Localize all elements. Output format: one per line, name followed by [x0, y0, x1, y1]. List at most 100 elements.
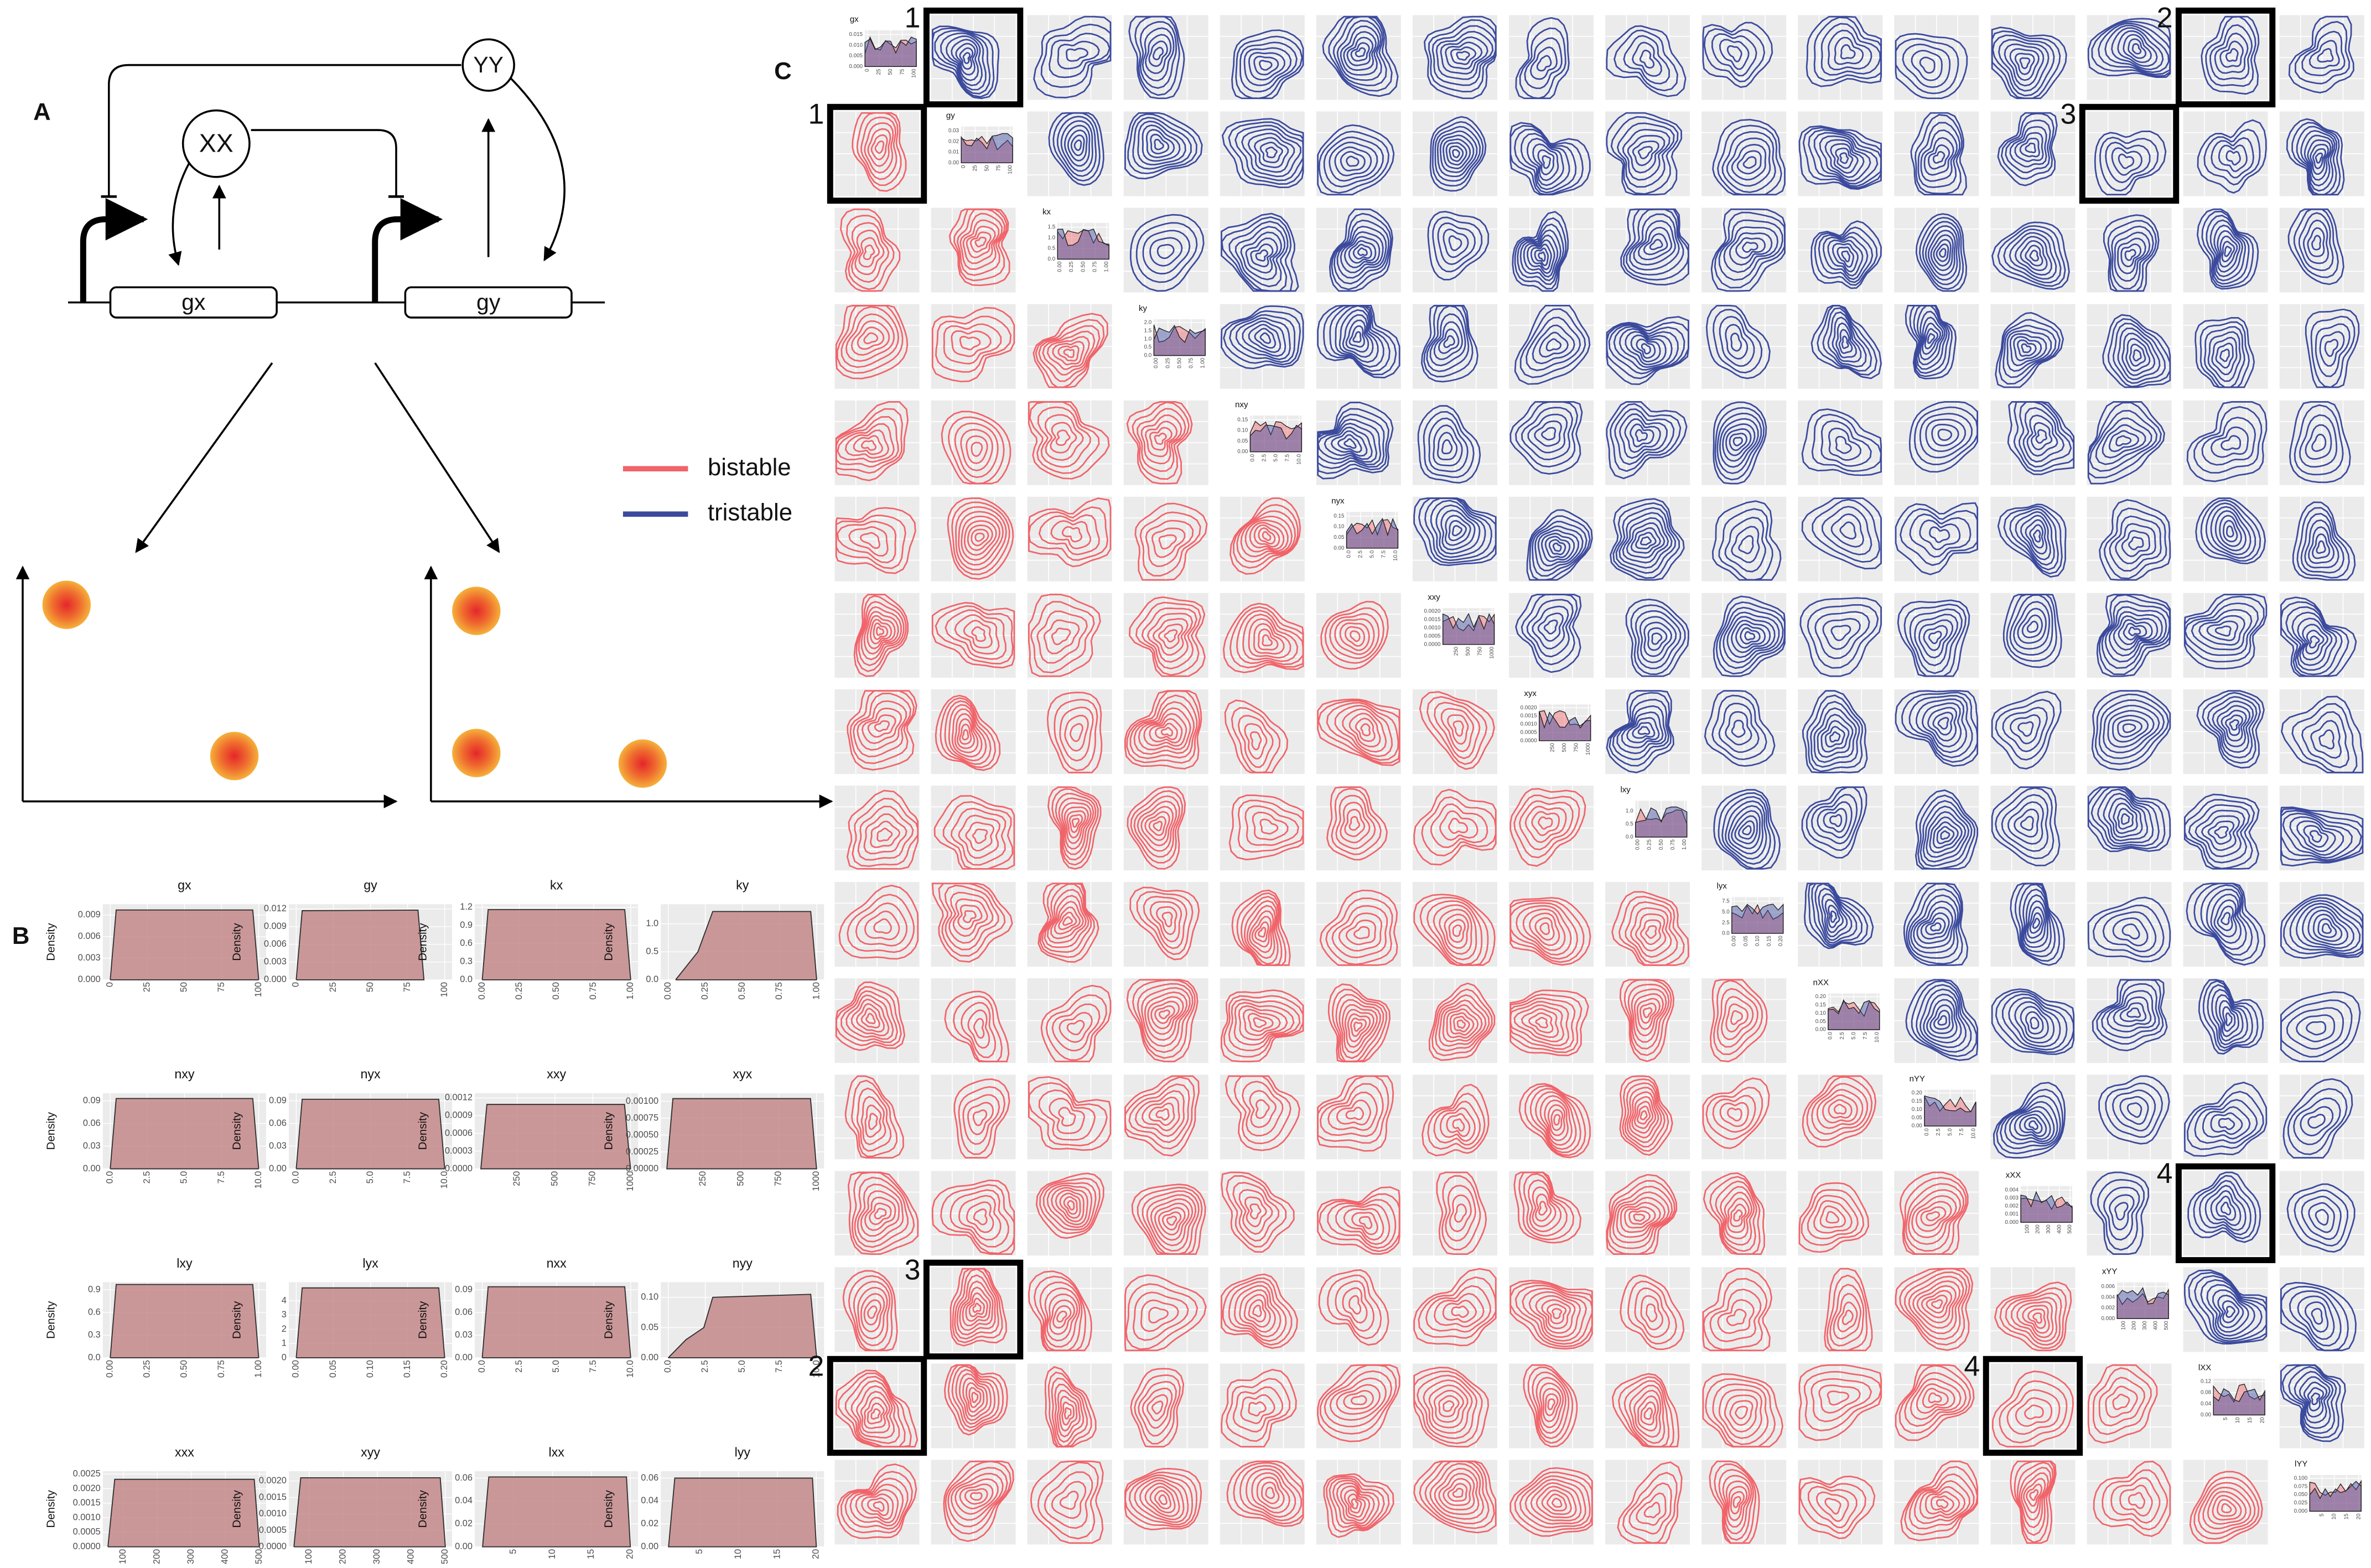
y-axis-label: Density: [417, 1112, 429, 1150]
contour: [1431, 25, 1497, 86]
contour: [1070, 134, 1085, 157]
contour: [854, 1176, 909, 1248]
x-tick-label: 10: [2331, 1513, 2337, 1519]
contour: [2120, 243, 2142, 268]
contour: [2091, 20, 2171, 77]
contour: [1137, 120, 1186, 165]
contour: [1134, 1374, 1181, 1445]
contour: [1615, 507, 1677, 574]
y-tick-label: 0.003: [2005, 1195, 2019, 1201]
y-tick-label: 0.0012: [445, 1093, 473, 1103]
contour: [1332, 15, 1387, 86]
contour: [1341, 1004, 1378, 1054]
contour: [863, 332, 879, 345]
contour: [1628, 1482, 1672, 1535]
contour: [956, 718, 976, 749]
y-tick-label: 0.0005: [1424, 633, 1441, 639]
contour: [1709, 1289, 1762, 1342]
x-tick-label: 0.00: [1057, 261, 1063, 272]
contour: [1802, 127, 1882, 189]
contour: [954, 1268, 999, 1340]
contour: [842, 1270, 898, 1352]
contour: [1347, 1013, 1371, 1042]
contour: [1142, 1388, 1173, 1429]
contour: [1719, 1102, 1749, 1127]
contour: [1067, 129, 1088, 162]
contour: [1712, 118, 1786, 196]
contour: [1639, 49, 1655, 69]
contour: [962, 52, 971, 64]
contour: [856, 1087, 892, 1152]
contour: [1901, 692, 1979, 763]
contour: [2029, 1489, 2039, 1501]
contour: [1521, 407, 1574, 460]
contour: [1238, 1005, 1288, 1041]
contour: [1049, 1098, 1086, 1134]
y-axis-label: Density: [230, 1301, 243, 1339]
y-tick-label: 0.06: [269, 1118, 287, 1128]
contour: [1248, 1299, 1267, 1323]
contour: [1918, 619, 1953, 659]
contour: [2207, 821, 2235, 845]
contour: [2280, 806, 2364, 867]
contour: [2214, 825, 2229, 839]
contour: [2201, 210, 2254, 288]
contour: [2119, 1095, 2149, 1125]
contour: [934, 29, 991, 95]
contour: [1532, 1371, 1570, 1440]
contour: [1344, 808, 1366, 837]
contour: [1051, 1003, 1101, 1052]
contour: [1718, 792, 1776, 870]
contour: [1535, 1486, 1577, 1519]
contour: [1910, 1378, 1962, 1420]
contour: [1633, 1100, 1654, 1129]
contour: [850, 998, 890, 1037]
contour: [2122, 723, 2136, 733]
contour: [1720, 1186, 1755, 1246]
contour: [1730, 333, 1742, 352]
density-area: [482, 1476, 631, 1548]
contour: [1915, 114, 1963, 195]
contour: [1709, 1176, 1761, 1255]
contour: [2221, 1503, 2232, 1513]
plot-title: nxx: [547, 1256, 567, 1270]
contour: [1616, 122, 1675, 188]
contour: [2087, 1364, 2158, 1444]
y-tick-label: 0.10: [1912, 1107, 1923, 1113]
contour: [2021, 888, 2052, 953]
contour: [2280, 596, 2357, 677]
contour: [1922, 221, 1961, 285]
x-tick-label: 0.00: [1635, 839, 1641, 850]
contour: [1926, 999, 1958, 1039]
y-tick-label: 0.005: [849, 53, 863, 59]
contour: [1909, 608, 1963, 674]
contour: [1323, 1473, 1394, 1538]
contour: [2216, 1195, 2237, 1221]
contour: [1262, 531, 1272, 541]
contour: [1824, 899, 1844, 933]
y-tick-label: 0.03: [455, 1330, 473, 1339]
contour: [1152, 46, 1164, 60]
contour: [1625, 901, 1678, 964]
contour: [1940, 830, 1950, 840]
contour: [1614, 408, 1675, 465]
contour: [2307, 909, 2349, 946]
contour: [1802, 690, 1868, 773]
contour: [958, 511, 1004, 566]
contour: [1417, 405, 1481, 484]
y-tick-label: 0.0000: [73, 1541, 101, 1551]
contour: [2010, 714, 2041, 745]
y-tick-label: 0.0020: [259, 1476, 287, 1486]
contour: [1828, 1099, 1853, 1119]
contour: [1550, 1109, 1564, 1131]
y-axis-label: Density: [417, 1489, 429, 1528]
contour: [1518, 1171, 1575, 1240]
contour: [1343, 1390, 1374, 1410]
contour: [971, 1392, 979, 1404]
plot-title: kx: [550, 878, 563, 892]
x-tick-label: 7.5: [1862, 1032, 1869, 1040]
contour: [1908, 401, 1979, 473]
x-tick-label: 2.5: [142, 1171, 152, 1184]
y-tick-label: 0.06: [455, 1307, 473, 1317]
contour: [1518, 1083, 1591, 1159]
